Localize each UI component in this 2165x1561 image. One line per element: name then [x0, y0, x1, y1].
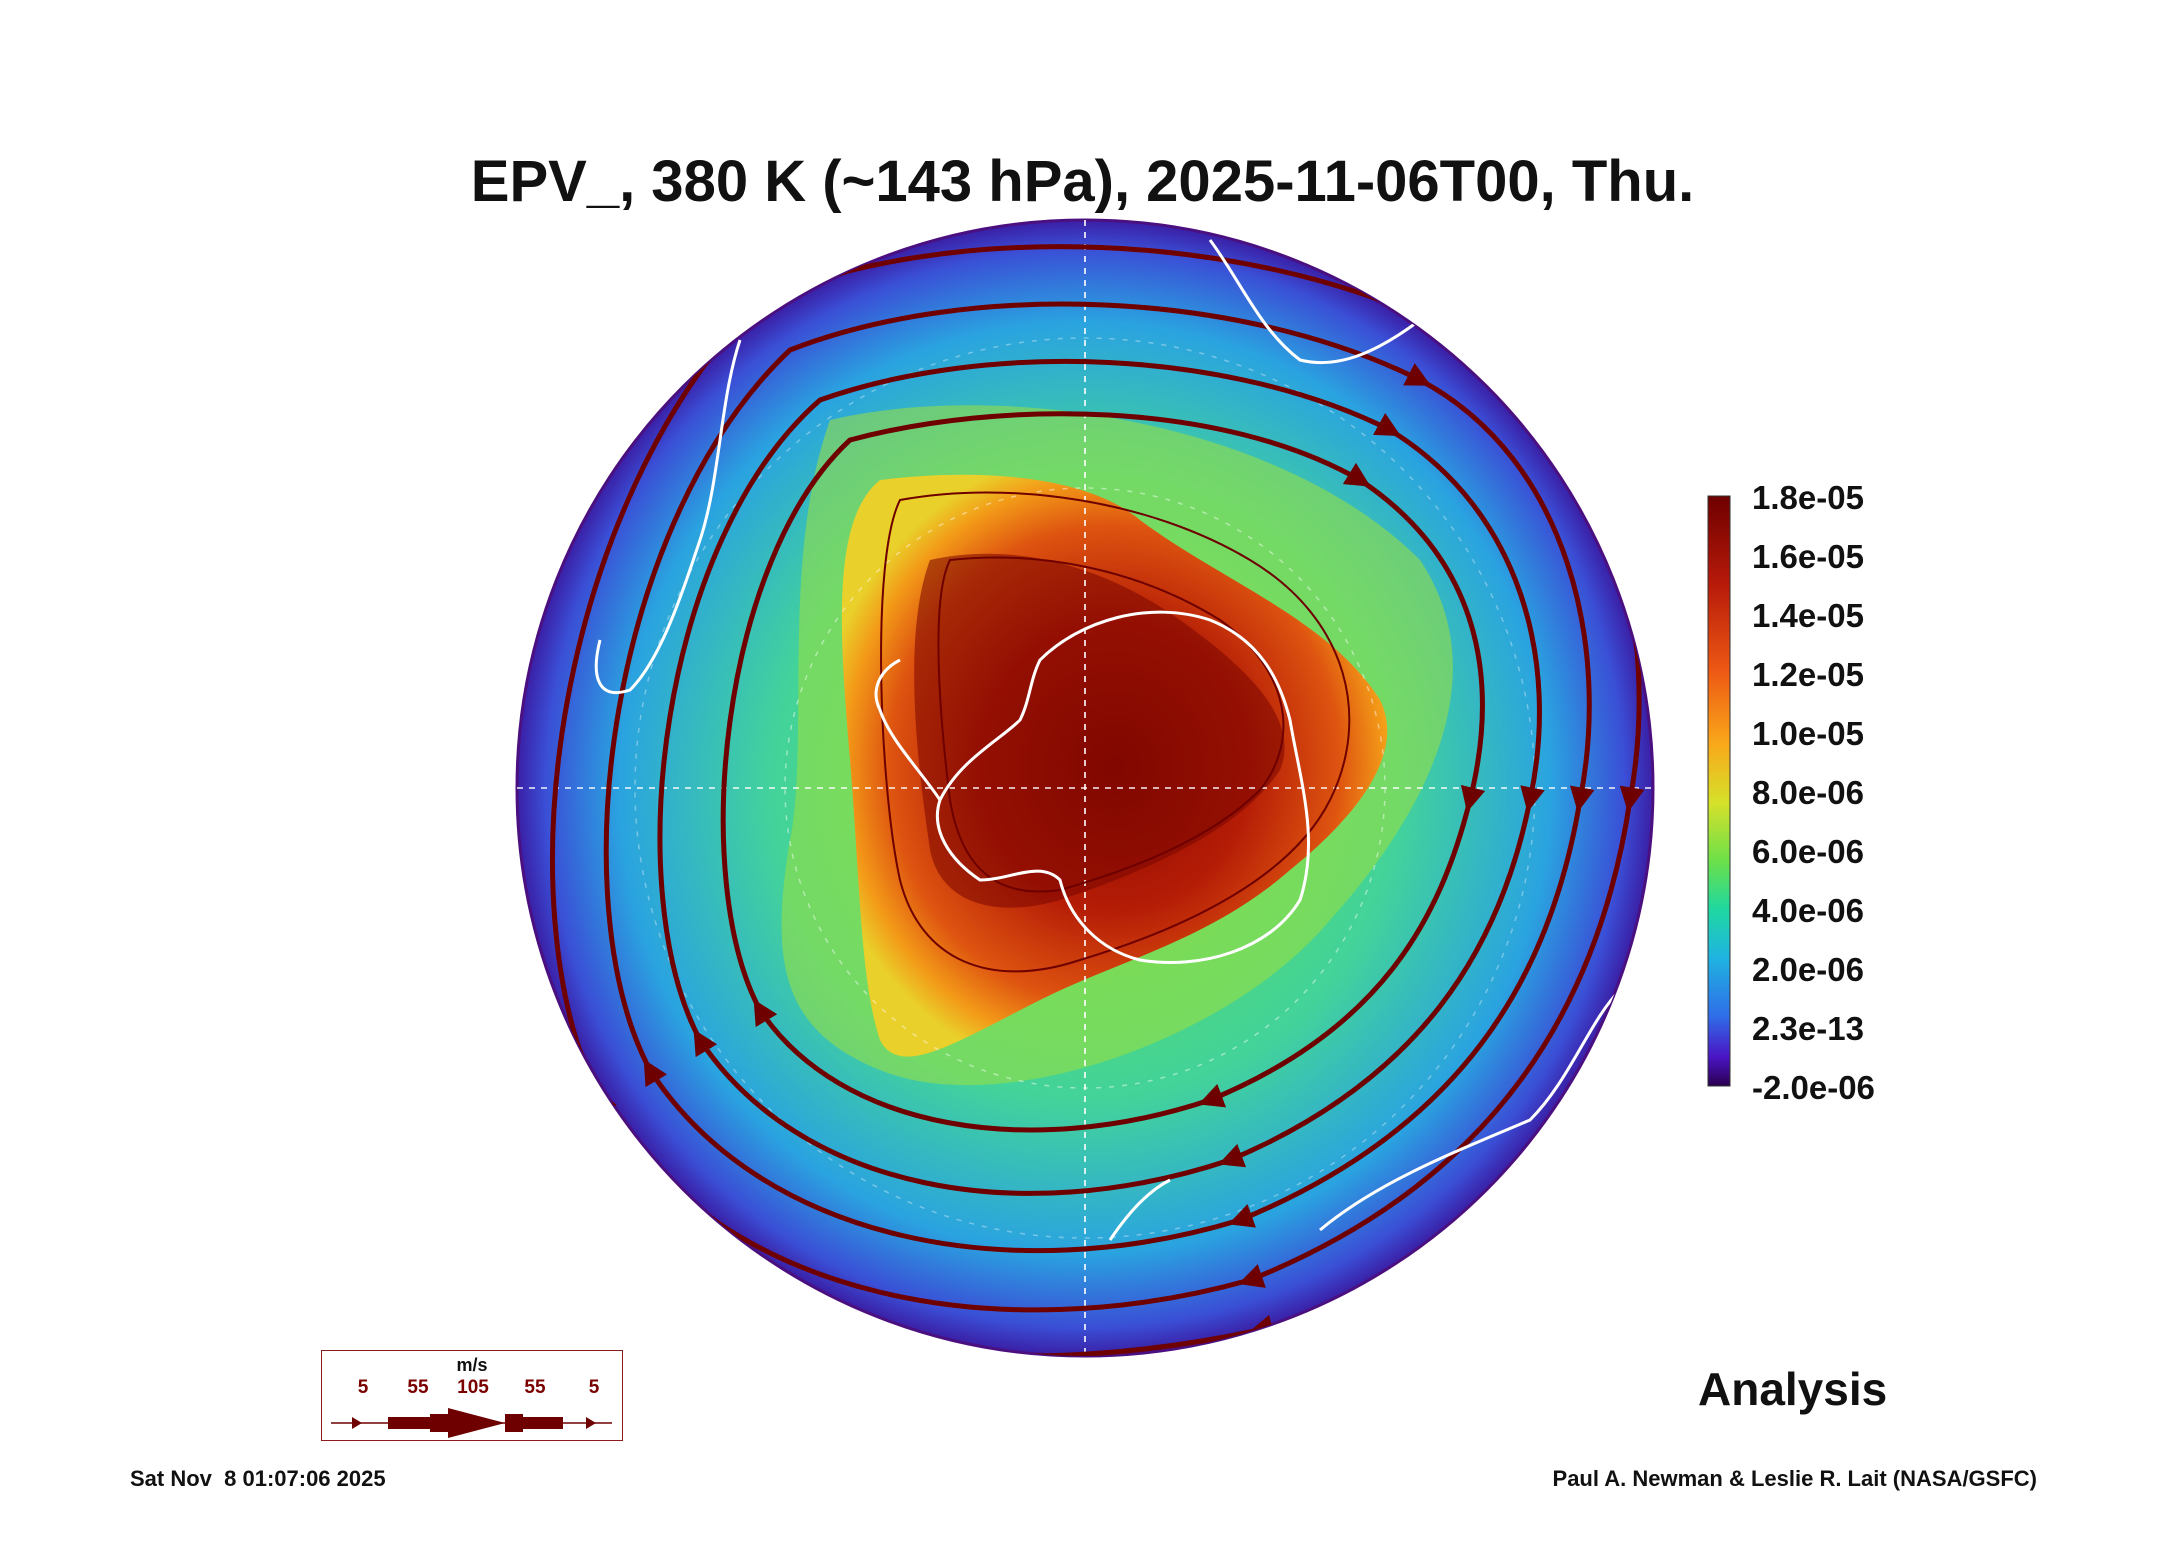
colorbar	[1707, 495, 1731, 1087]
south-america-outline	[594, 339, 742, 694]
colorbar-tick-label: 6.0e-06	[1752, 833, 1864, 870]
map-title: EPV_, 380 K (~143 hPa), 2025-11-06T00, T…	[470, 149, 1695, 214]
wind-speed-label: 55	[524, 1377, 546, 1398]
colorbar-tick-label: 1.4e-05	[1752, 597, 1864, 634]
colorbar-tick-label: 1.2e-05	[1752, 656, 1864, 693]
antarctica-outline	[935, 610, 1311, 964]
wind-speed-label: 55	[407, 1377, 429, 1398]
colorbar-tick-label: 2.0e-06	[1752, 951, 1864, 988]
wind-speed-legend-arrow	[331, 1408, 612, 1438]
colorbar-tick-label: 4.0e-06	[1752, 892, 1864, 929]
colorbar-tick-label: -2.0e-06	[1752, 1069, 1875, 1106]
streamline	[880, 491, 1351, 973]
colorbar-tick-label: 1.8e-05	[1752, 479, 1864, 516]
colorbar-tick-label: 2.3e-13	[1752, 1010, 1864, 1047]
australia-outline	[1319, 988, 1622, 1232]
timestamp: Sat Nov 8 01:07:06 2025	[130, 1466, 386, 1491]
colorbar-tick-label: 1.0e-05	[1752, 715, 1864, 752]
streamline	[937, 556, 1285, 893]
antarctic-peninsula-outline	[874, 658, 942, 801]
wind-speed-legend: m/s 5 55 105 55 5	[321, 1350, 623, 1441]
colorbar-tick-label: 1.6e-05	[1752, 538, 1864, 575]
colorbar-tick-label: 8.0e-06	[1752, 774, 1864, 811]
wind-speed-label: 5	[357, 1377, 369, 1398]
credit: Paul A. Newman & Leslie R. Lait (NASA/GS…	[1552, 1466, 2037, 1491]
wind-speed-label: 105	[457, 1377, 489, 1398]
wind-speed-label: 5	[588, 1377, 600, 1398]
wind-unit-label: m/s	[456, 1355, 488, 1375]
new-zealand-outline	[1108, 1178, 1171, 1241]
africa-outline	[1208, 239, 1421, 365]
analysis-label: Analysis	[1698, 1363, 1888, 1415]
